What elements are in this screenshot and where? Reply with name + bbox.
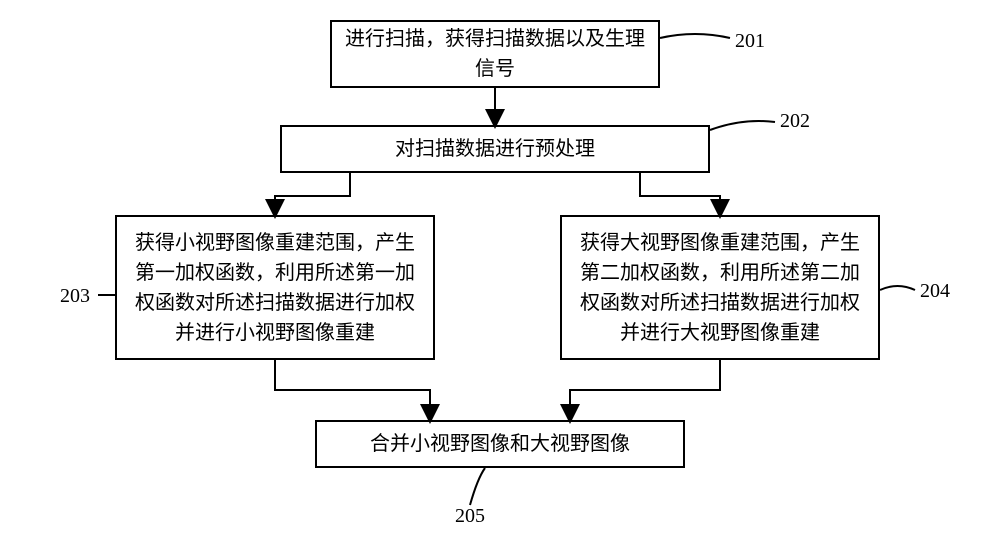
- node-label-204: 204: [920, 280, 950, 303]
- node-label-205: 205: [455, 505, 485, 528]
- node-label-201: 201: [735, 30, 765, 53]
- flowchart-node-small-fov: 获得小视野图像重建范围，产生第一加权函数，利用所述第一加权函数对所述扫描数据进行…: [115, 215, 435, 360]
- flowchart-node-merge: 合并小视野图像和大视野图像: [315, 420, 685, 468]
- node-text: 获得大视野图像重建范围，产生第二加权函数，利用所述第二加权函数对所述扫描数据进行…: [574, 228, 866, 348]
- node-text: 进行扫描，获得扫描数据以及生理信号: [344, 24, 646, 84]
- node-text: 对扫描数据进行预处理: [395, 134, 595, 164]
- flowchart-node-preprocess: 对扫描数据进行预处理: [280, 125, 710, 173]
- flowchart-node-large-fov: 获得大视野图像重建范围，产生第二加权函数，利用所述第二加权函数对所述扫描数据进行…: [560, 215, 880, 360]
- node-label-203: 203: [60, 285, 90, 308]
- flowchart-node-scan: 进行扫描，获得扫描数据以及生理信号: [330, 20, 660, 88]
- node-label-202: 202: [780, 110, 810, 133]
- node-text: 获得小视野图像重建范围，产生第一加权函数，利用所述第一加权函数对所述扫描数据进行…: [129, 228, 421, 348]
- node-text: 合并小视野图像和大视野图像: [370, 429, 630, 459]
